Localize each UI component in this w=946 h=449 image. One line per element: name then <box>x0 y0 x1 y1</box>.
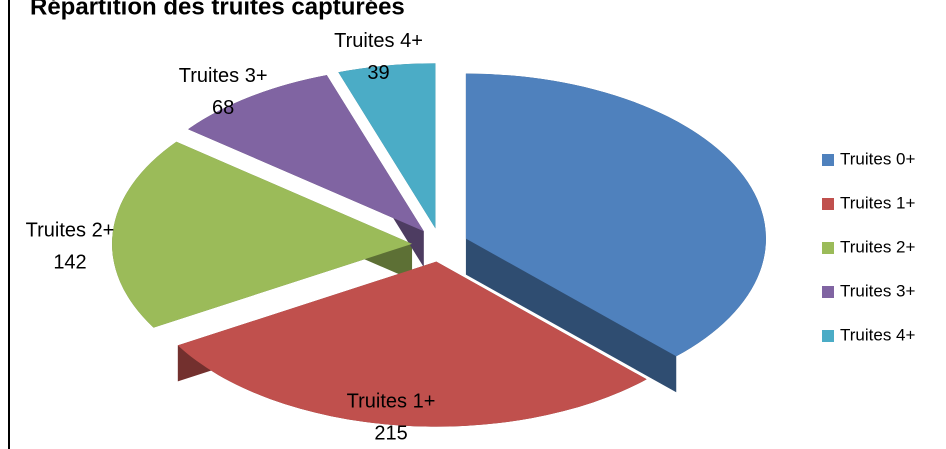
data-label-name: Truites 4+ <box>334 30 423 52</box>
data-label-name: Truites 1+ <box>347 390 436 412</box>
data-label-value: 68 <box>212 97 234 119</box>
legend-swatch <box>822 242 834 254</box>
data-label-value: 142 <box>53 251 86 273</box>
legend-label: Truites 4+ <box>840 325 916 344</box>
slice <box>465 73 766 357</box>
data-label-name: Truites 2+ <box>26 219 115 241</box>
legend-swatch <box>822 198 834 210</box>
legend-label: Truites 1+ <box>840 193 916 212</box>
slice <box>338 63 436 229</box>
slice <box>188 75 424 232</box>
data-label-value: 39 <box>367 62 389 84</box>
chart-title: Répartition des truites capturées <box>30 0 405 20</box>
legend-swatch <box>822 154 834 166</box>
slice <box>112 141 413 328</box>
legend-label: Truites 3+ <box>840 281 916 300</box>
legend-label: Truites 2+ <box>840 237 916 256</box>
data-label-value: 215 <box>374 422 407 444</box>
data-label-name: Truites 3+ <box>179 65 268 87</box>
legend-swatch <box>822 286 834 298</box>
legend-label: Truites 0+ <box>840 149 916 168</box>
legend-swatch <box>822 330 834 342</box>
slice <box>177 261 647 427</box>
